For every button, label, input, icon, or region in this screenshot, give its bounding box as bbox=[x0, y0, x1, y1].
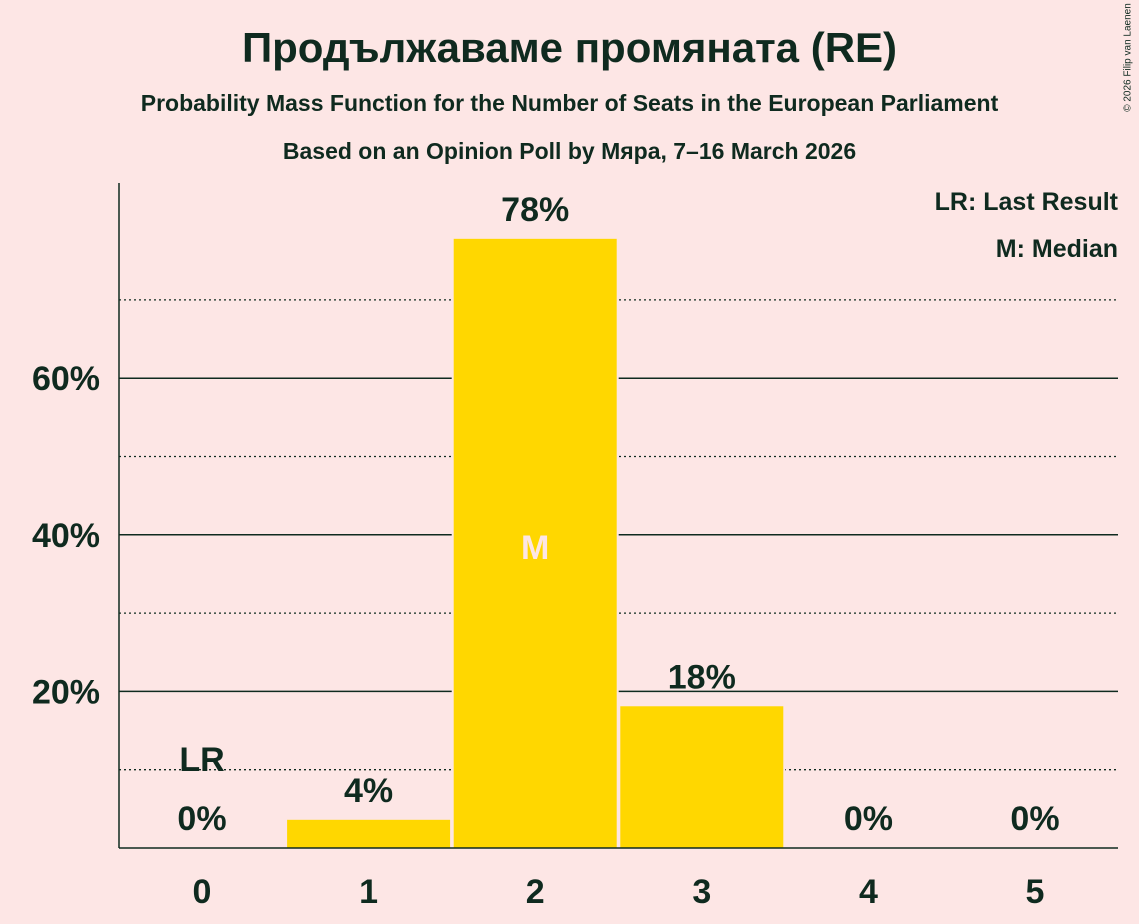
x-tick-label: 5 bbox=[1026, 873, 1045, 911]
data-label: 0% bbox=[177, 800, 226, 838]
chart-subtitle: Probability Mass Function for the Number… bbox=[140, 90, 999, 116]
x-tick-label: 4 bbox=[859, 873, 878, 911]
legend-median: M: Median bbox=[996, 235, 1118, 263]
data-label: 0% bbox=[1010, 800, 1059, 838]
chart-subtitle-poll: Based on an Opinion Poll by Мяра, 7–16 M… bbox=[282, 138, 857, 164]
data-label: 0% bbox=[844, 800, 893, 838]
chart-title: Продължаваме промяната (RE) bbox=[241, 24, 898, 71]
y-tick-label: 20% bbox=[32, 673, 100, 711]
legend-last-result: LR: Last Result bbox=[935, 188, 1119, 216]
last-result-marker: LR bbox=[179, 741, 224, 779]
data-label: 78% bbox=[501, 191, 569, 229]
bar-3 bbox=[620, 706, 784, 848]
x-tick-label: 0 bbox=[193, 873, 212, 911]
data-label: 4% bbox=[344, 772, 393, 810]
y-tick-label: 40% bbox=[32, 517, 100, 555]
median-marker: M bbox=[521, 529, 549, 567]
x-tick-label: 3 bbox=[692, 873, 711, 911]
bar-1 bbox=[287, 819, 451, 848]
x-tick-label: 1 bbox=[359, 873, 378, 911]
x-tick-label: 2 bbox=[526, 873, 545, 911]
data-label: 18% bbox=[668, 658, 736, 696]
y-tick-label: 60% bbox=[32, 360, 100, 398]
bar-2 bbox=[453, 238, 617, 849]
